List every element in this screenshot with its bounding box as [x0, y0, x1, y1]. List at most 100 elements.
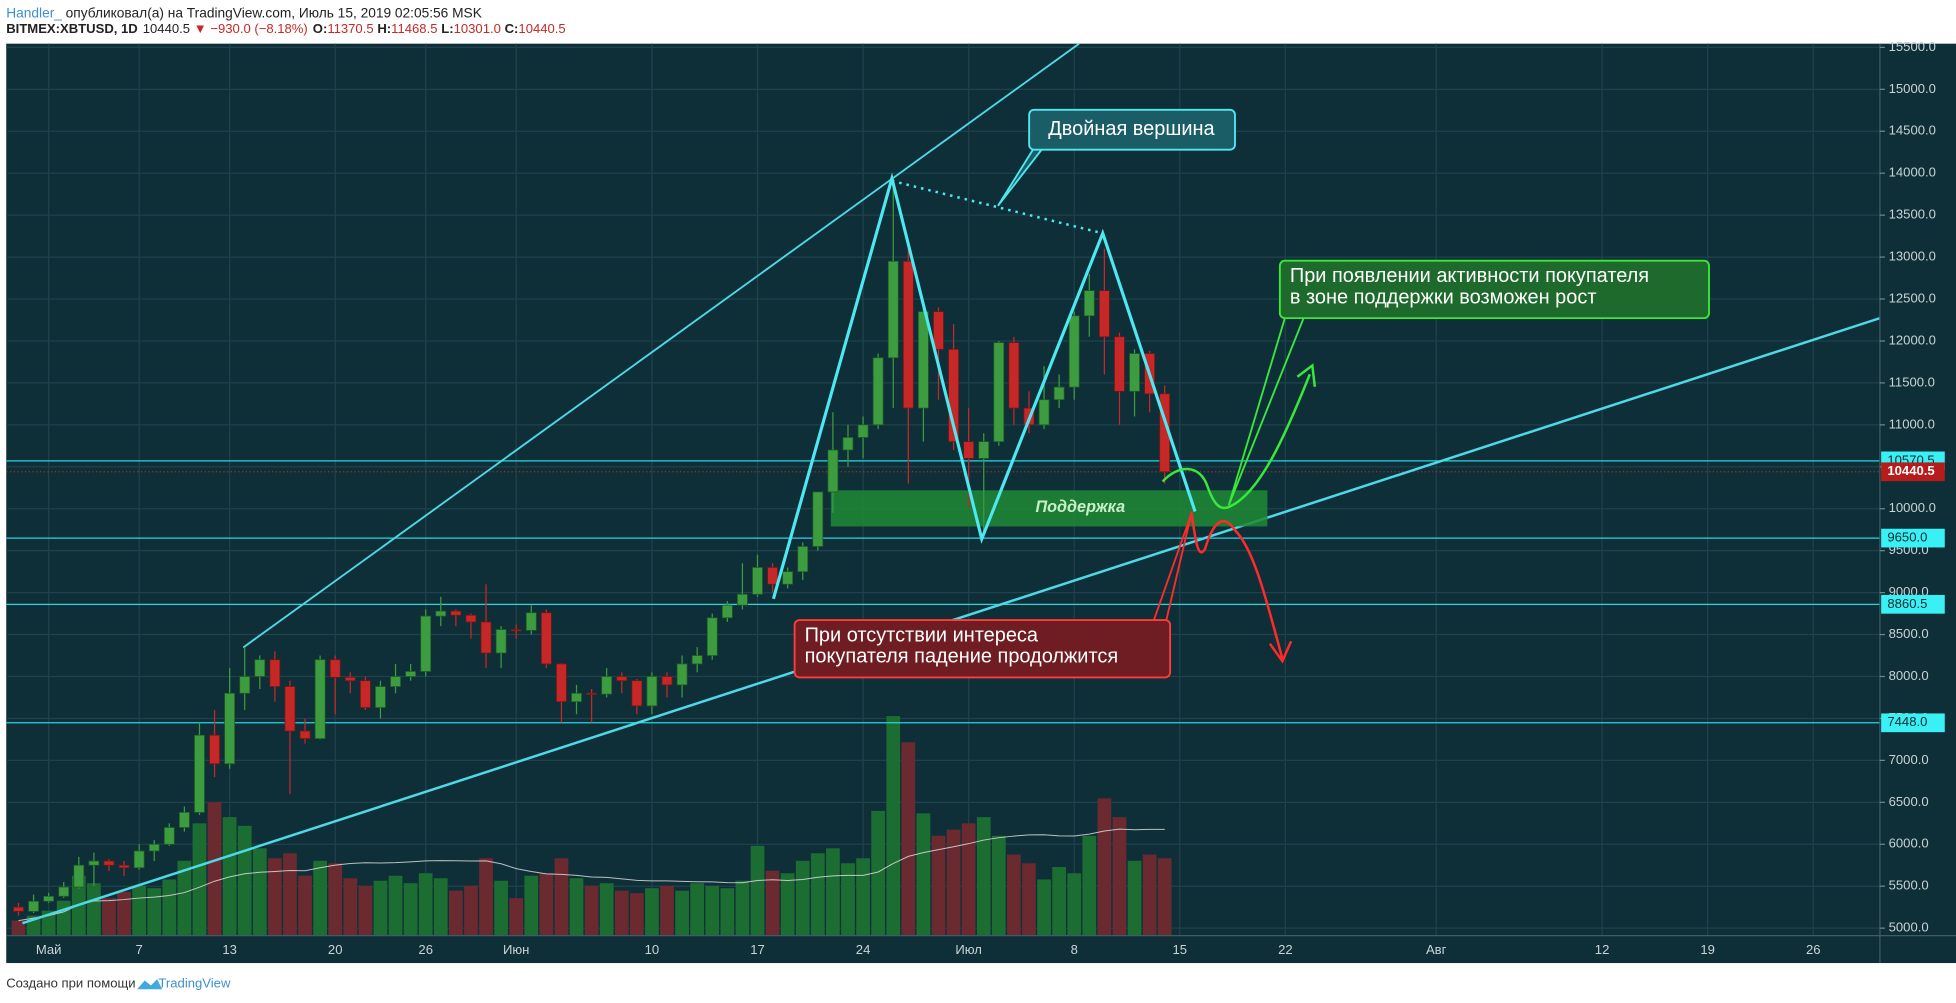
callout-text: Двойная вершина	[1048, 118, 1215, 140]
candle-body	[540, 612, 552, 665]
y-tick-label: 15500.0	[1889, 39, 1936, 54]
y-tick-label: 6000.0	[1889, 836, 1929, 851]
x-tick-label: Май	[36, 942, 62, 957]
candle-body	[993, 342, 1005, 443]
volume-bar	[162, 879, 177, 936]
volume-bar	[11, 920, 26, 936]
candle-body	[163, 827, 175, 845]
bear-arrow	[1268, 640, 1293, 664]
volume-bar	[795, 860, 810, 936]
volume-bar	[539, 873, 554, 936]
axes: 5000.05500.06000.06500.07000.07500.08000…	[36, 39, 1945, 957]
x-tick-label: 13	[222, 942, 237, 957]
y-tick-label: 8500.0	[1889, 626, 1929, 641]
candle-body	[43, 895, 55, 902]
volume-bar	[1097, 798, 1112, 936]
y-tick-label: 15000.0	[1889, 81, 1936, 96]
candle-body	[525, 612, 537, 631]
candle-body	[797, 546, 809, 573]
plot: Поддержка Двойная вершина При появлении ак…	[6, 43, 1880, 936]
x-tick-label: 7	[136, 942, 143, 957]
volume-bar	[418, 873, 433, 936]
candle-body	[1053, 386, 1065, 401]
volume-bar	[569, 878, 584, 936]
bull-box	[1278, 259, 1710, 320]
volume-bar	[901, 742, 916, 936]
footer-brand[interactable]: TradingView	[158, 976, 231, 991]
candle-body	[1114, 336, 1125, 392]
bear-text: покупателя падение продолжится	[805, 646, 1119, 668]
x-tick-label: 10	[645, 942, 660, 957]
candle-body	[767, 567, 778, 585]
candle-body	[691, 655, 703, 665]
candle-body	[435, 610, 447, 617]
y-tick-label: 7000.0	[1889, 752, 1929, 767]
y-tick-label: 8000.0	[1889, 668, 1929, 683]
candle-body	[1008, 342, 1020, 409]
volume-bar	[56, 900, 71, 936]
x-tick-label: Июл	[955, 942, 982, 957]
volume-bar	[252, 848, 267, 936]
change: ▼ −930.0 (−8.18%)	[194, 21, 308, 36]
volume-bar	[599, 883, 614, 936]
x-tick-label: 26	[418, 942, 433, 957]
volume-bar	[237, 825, 252, 936]
h: 11468.5	[391, 21, 437, 36]
volume-bar	[961, 823, 976, 936]
candle-body	[239, 676, 251, 694]
candle-body	[646, 676, 658, 707]
author[interactable]: Handler_	[6, 5, 62, 20]
x-tick-label: 15	[1173, 942, 1188, 957]
level-label: 9650.0	[1887, 530, 1927, 545]
volume-bar	[464, 885, 478, 936]
volume-bar	[102, 898, 116, 936]
level-label: 7448.0	[1887, 714, 1927, 729]
volume-bar	[1157, 858, 1172, 936]
y-tick-label: 5000.0	[1889, 920, 1929, 935]
candle-body	[450, 610, 462, 616]
candle-body	[254, 659, 266, 677]
volume-bar	[1067, 873, 1082, 936]
candle-body	[405, 671, 416, 677]
candle-body	[1068, 315, 1080, 388]
trendline-upper	[242, 43, 1080, 649]
candle-body	[752, 567, 763, 595]
y-tick-label: 11500.0	[1889, 374, 1935, 389]
candle-body	[299, 730, 311, 739]
volume-bar	[117, 891, 131, 936]
candle-body	[887, 260, 899, 359]
volume-bar	[810, 853, 825, 936]
header-line-1: Handler_ опубликовал(а) на TradingView.co…	[6, 5, 482, 20]
candle-body	[586, 692, 597, 695]
y-tick-label: 6500.0	[1889, 794, 1929, 809]
logo-icon	[137, 979, 163, 990]
bear-box	[793, 619, 1172, 679]
candle-body	[118, 864, 130, 869]
candle-body	[360, 680, 371, 708]
candle-body	[948, 348, 959, 443]
level-label-bg	[1881, 594, 1945, 614]
volume-bar	[298, 875, 312, 936]
volume-bar	[283, 853, 297, 936]
volume-bar	[87, 883, 101, 936]
volume-bar	[132, 885, 147, 936]
candle-body	[556, 663, 567, 703]
candle-body	[58, 886, 70, 897]
volume-bar	[554, 858, 569, 936]
candle-body	[872, 357, 884, 426]
volume-bar	[1052, 867, 1066, 936]
candle-body	[148, 843, 160, 852]
volume-bar	[720, 888, 735, 936]
volume-bar	[343, 878, 358, 936]
candle-body	[812, 491, 824, 547]
candle-body	[284, 686, 296, 732]
bull-arrow	[1296, 363, 1317, 387]
volume-bar	[916, 813, 931, 936]
double-top-pattern	[771, 172, 1197, 600]
support-label: Поддержка	[1035, 498, 1125, 516]
volume-bar	[192, 823, 207, 936]
x-tick-label: 22	[1278, 942, 1293, 957]
candle-body	[661, 676, 673, 686]
volume-bar	[660, 885, 674, 936]
h-label: H:	[377, 21, 391, 36]
